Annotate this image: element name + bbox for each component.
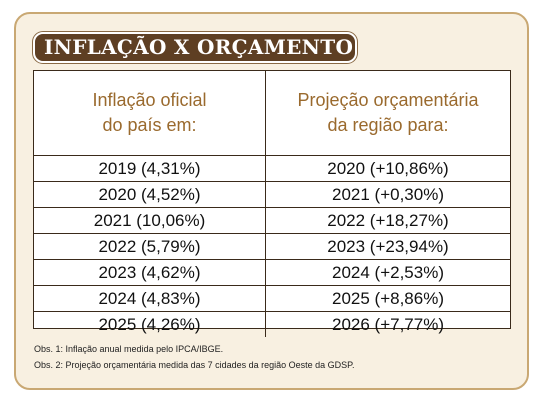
table-row: 2021 (10,06%) 2022 (+18,27%) <box>34 207 510 234</box>
projection-cell: 2024 (+2,53%) <box>265 259 510 286</box>
footnote-2: Obs. 2: Projeção orçamentária medida das… <box>34 360 355 370</box>
projection-cell: 2026 (+7,77%) <box>265 311 510 337</box>
projection-cell: 2020 (+10,86%) <box>265 155 510 182</box>
header-budget-line2: da região para: <box>327 115 449 135</box>
projection-cell: 2025 (+8,86%) <box>265 285 510 312</box>
inflation-cell: 2023 (4,62%) <box>34 259 266 286</box>
header-inflation-line2: do país em: <box>102 115 197 135</box>
table-row: 2019 (4,31%) 2020 (+10,86%) <box>34 155 510 182</box>
title-badge: INFLAÇÃO X ORÇAMENTO <box>33 32 357 63</box>
inflation-cell: 2021 (10,06%) <box>34 207 266 234</box>
projection-cell: 2021 (+0,30%) <box>265 181 510 208</box>
footnote-1: Obs. 1: Inflação anual medida pelo IPCA/… <box>34 344 224 354</box>
table-header-row: Inflação oficial do país em: Projeção or… <box>34 71 510 156</box>
inflation-cell: 2022 (5,79%) <box>34 233 266 260</box>
table-row: 2025 (4,26%) 2026 (+7,77%) <box>34 311 510 337</box>
header-budget-line1: Projeção orçamentária <box>297 90 479 110</box>
projection-cell: 2023 (+23,94%) <box>265 233 510 260</box>
inflation-cell: 2024 (4,83%) <box>34 285 266 312</box>
comparison-table: Inflação oficial do país em: Projeção or… <box>33 70 511 337</box>
inflation-cell: 2020 (4,52%) <box>34 181 266 208</box>
footnotes: Obs. 1: Inflação anual medida pelo IPCA/… <box>34 341 355 373</box>
table-row: 2020 (4,52%) 2021 (+0,30%) <box>34 181 510 208</box>
header-budget-projection: Projeção orçamentária da região para: <box>265 71 510 156</box>
inflation-cell: 2019 (4,31%) <box>34 155 266 182</box>
inflation-cell: 2025 (4,26%) <box>34 311 266 337</box>
header-inflation: Inflação oficial do país em: <box>34 71 266 156</box>
table-row: 2022 (5,79%) 2023 (+23,94%) <box>34 233 510 260</box>
header-inflation-line1: Inflação oficial <box>92 90 207 110</box>
projection-cell: 2022 (+18,27%) <box>265 207 510 234</box>
table-row: 2024 (4,83%) 2025 (+8,86%) <box>34 285 510 312</box>
table-row: 2023 (4,62%) 2024 (+2,53%) <box>34 259 510 286</box>
